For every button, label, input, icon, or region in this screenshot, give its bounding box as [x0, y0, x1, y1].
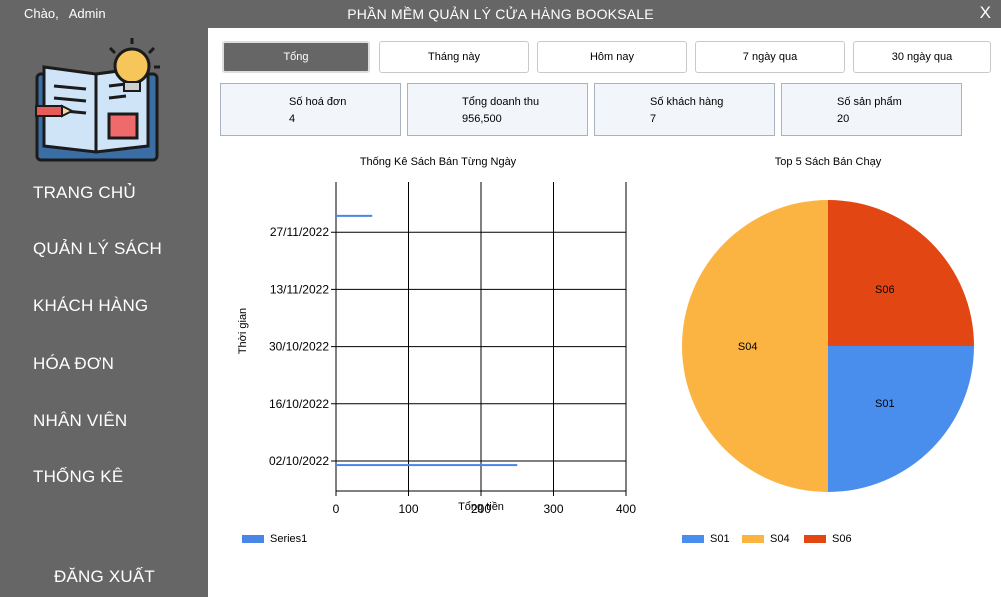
stat-card-customers: Số khách hàng 7 — [594, 83, 775, 136]
bar-chart-ytick: 13/11/2022 — [270, 282, 329, 296]
legend-s06: S06 — [804, 533, 852, 545]
bar-chart-bar — [336, 214, 373, 217]
legend-swatch — [804, 535, 826, 543]
stat-label: Số khách hàng — [650, 96, 724, 108]
bar-chart-xtick: 300 — [543, 502, 563, 516]
sidebar: TRANG CHỦ QUẢN LÝ SÁCH KHÁCH HÀNG HÓA ĐƠ… — [0, 28, 208, 597]
sidebar-item-books[interactable]: QUẢN LÝ SÁCH — [33, 239, 162, 258]
sidebar-item-employees[interactable]: NHÂN VIÊN — [33, 411, 128, 430]
pie-slice-label: S04 — [738, 341, 758, 353]
book-lightbulb-icon — [34, 34, 169, 174]
stat-label: Số hoá đơn — [289, 96, 347, 108]
app-title: PHẦN MỀM QUẢN LÝ CỬA HÀNG BOOKSALE — [347, 6, 654, 22]
legend-swatch — [742, 535, 764, 543]
bar-chart-ytick: 02/10/2022 — [269, 454, 329, 468]
main-panel: Tổng Tháng này Hôm nay 7 ngày qua 30 ngà… — [208, 28, 1001, 597]
sidebar-item-invoices[interactable]: HÓA ĐƠN — [33, 354, 115, 373]
pie-chart-title: Top 5 Sách Bán Chạy — [774, 156, 882, 168]
legend-s04: S04 — [742, 533, 790, 545]
stat-value: 956,500 — [462, 113, 502, 125]
stat-card-invoices: Số hoá đơn 4 — [220, 83, 401, 136]
pie-slice-label: S01 — [875, 398, 895, 410]
tab-total[interactable]: Tổng — [222, 41, 370, 73]
user-name: Admin — [68, 6, 106, 21]
bar-chart-ytick: 16/10/2022 — [269, 397, 329, 411]
stat-card-revenue: Tổng doanh thu 956,500 — [407, 83, 588, 136]
pie-slice-s06 — [828, 200, 974, 346]
bar-chart: 0 100 200 300 400 02/10/2022 16/10/2022 30/10/2… — [237, 182, 636, 516]
legend-label: S01 — [710, 533, 730, 545]
bar-chart-xtick: 0 — [333, 502, 340, 516]
tab-last-7-days[interactable]: 7 ngày qua — [695, 41, 845, 73]
greeting-text: Chào, — [24, 6, 59, 21]
bar-chart-xlabel: Tổng tiền — [458, 501, 504, 513]
bar-chart-xtick: 200 — [471, 502, 491, 516]
tab-today[interactable]: Hôm nay — [537, 41, 687, 73]
legend-label: S06 — [832, 533, 852, 545]
pie-slice-s04 — [682, 200, 828, 492]
stat-value: 4 — [289, 113, 296, 125]
stat-value: 7 — [650, 113, 657, 125]
bar-chart-xtick: 100 — [398, 502, 418, 516]
bar-chart-ytick: 30/10/2022 — [269, 340, 329, 354]
stat-label: Tổng doanh thu — [462, 96, 540, 108]
legend-swatch — [682, 535, 704, 543]
greeting: Chào, Admin — [24, 6, 116, 21]
pie-slice-s01 — [828, 346, 974, 492]
legend-swatch — [242, 535, 264, 543]
pie-slice-label: S06 — [875, 284, 895, 296]
legend-series1: Series1 — [242, 533, 307, 545]
logout-button[interactable]: ĐĂNG XUẤT — [54, 567, 155, 586]
legend-label: S04 — [770, 533, 790, 545]
bar-chart-bar — [336, 464, 518, 467]
legend-label: Series1 — [270, 533, 308, 545]
pie-chart: S01 S04 S06 — [682, 200, 974, 492]
legend-s01: S01 — [682, 533, 730, 545]
stat-label: Số sản phẩm — [837, 96, 902, 108]
tab-last-30-days[interactable]: 30 ngày qua — [853, 41, 991, 73]
bar-chart-ylabel: Thời gian — [237, 308, 249, 354]
sidebar-item-home[interactable]: TRANG CHỦ — [33, 183, 136, 202]
stat-value: 20 — [837, 113, 850, 125]
close-button[interactable]: X — [979, 3, 991, 22]
stat-card-products: Số sản phẩm 20 — [781, 83, 962, 136]
sidebar-item-statistics[interactable]: THỐNG KÊ — [33, 467, 124, 486]
title-bar: Chào, Admin PHẦN MỀM QUẢN LÝ CỬA HÀNG BOO… — [0, 0, 1001, 28]
bar-chart-ytick: 27/11/2022 — [270, 225, 329, 239]
bar-chart-xtick: 400 — [616, 502, 636, 516]
tab-this-month[interactable]: Tháng này — [379, 41, 529, 73]
sidebar-item-customers[interactable]: KHÁCH HÀNG — [33, 296, 149, 315]
bar-chart-title: Thống Kê Sách Bán Từng Ngày — [359, 156, 517, 168]
